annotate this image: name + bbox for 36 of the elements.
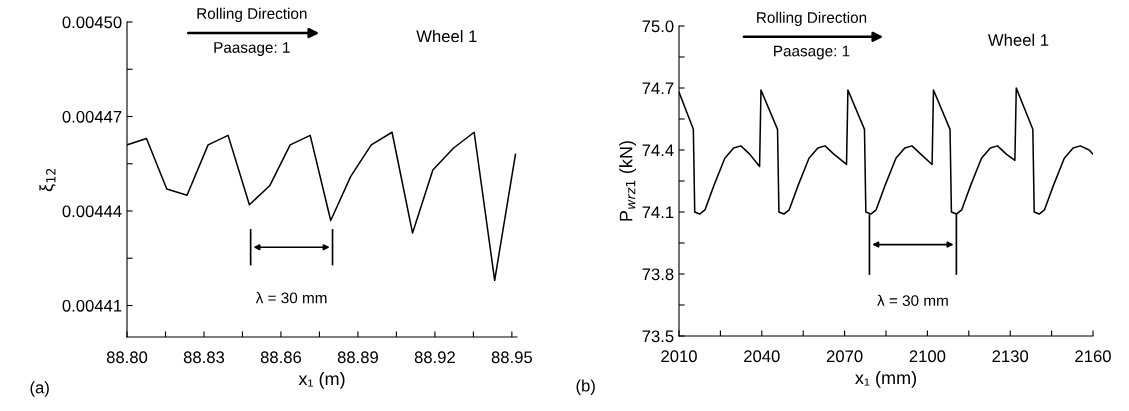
x-tick-label: 2040: [744, 350, 780, 363]
x-tick-label: 88.89: [337, 351, 378, 364]
y-tick-label: 0.00444: [62, 205, 122, 218]
x-tick-label: 2130: [992, 350, 1029, 363]
annotation: Wheel 1: [416, 29, 477, 43]
annotation: Paasage: 1: [214, 42, 290, 56]
annotation: Rolling Direction: [197, 7, 307, 22]
y-axis-title: ξ$_{12}$: [39, 168, 56, 192]
x-tick-label: 2100: [909, 350, 946, 363]
text: (b): [576, 379, 595, 395]
y-tick-label: 75.0: [642, 20, 674, 33]
x-tick-label: 88.83: [183, 351, 225, 364]
x-tick-label: 88.80: [106, 351, 148, 364]
y-tick-label: 73.8: [642, 268, 674, 281]
x-tick-label: 88.92: [414, 351, 455, 364]
x-tick-label: 88.86: [260, 351, 302, 364]
y-tick-label: 0.00441: [62, 299, 122, 312]
x-axis-title: x₁ (m): [298, 371, 345, 389]
annotation: λ = 30 mm: [255, 292, 327, 304]
annotation: Wheel 1: [987, 33, 1049, 46]
x-axis-title: x₁ (mm): [855, 370, 916, 388]
annotation: Paasage: 1: [774, 45, 850, 60]
x-tick-label: 2070: [826, 350, 863, 363]
y-tick-label: 0.00450: [62, 16, 122, 29]
annotation: λ = 30 mm: [877, 294, 948, 306]
y-tick-label: 0.00447: [62, 110, 122, 123]
y-tick-label: 74.7: [642, 82, 674, 95]
y-tick-label: 74.4: [642, 144, 674, 157]
annotation: Rolling Direction: [757, 11, 867, 26]
x-tick-label: 2160: [1075, 350, 1111, 363]
text: (a): [30, 381, 49, 397]
x-tick-label: 88.95: [491, 351, 533, 364]
y-axis-title: P$_{wrz1}$ (kN): [619, 141, 636, 221]
x-tick-label: 2010: [661, 350, 697, 363]
y-tick-label: 73.5: [642, 330, 674, 343]
y-tick-label: 74.1: [642, 206, 674, 219]
